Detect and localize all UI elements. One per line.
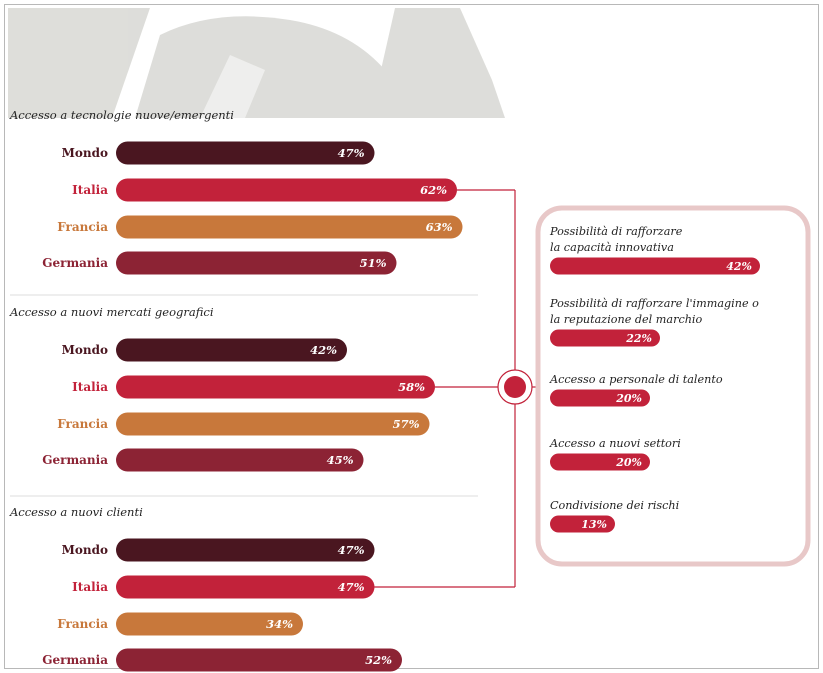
connector-dot [504,376,526,398]
side-item-label: Possibilità di rafforzare l'immagine o [549,297,759,310]
category-label: Germania [42,453,108,467]
side-item-label: la capacità innovativa [550,241,674,254]
side-item-label: Possibilità di rafforzare [549,225,683,238]
side-bar [550,515,615,533]
side-item-label: la reputazione del marchio [550,313,702,326]
bar-mondo [116,338,347,362]
category-label: Francia [57,417,108,431]
bar-italia [116,375,435,399]
side-data-label: 42% [726,260,752,273]
side-bar [550,329,660,347]
category-label: Italia [72,183,108,197]
bar-italia [116,178,457,202]
data-label: 52% [365,653,392,667]
data-label: 47% [338,146,365,160]
data-label: 51% [360,256,387,270]
category-label: Italia [72,380,108,394]
side-data-label: 22% [625,332,652,345]
watermark-right-arm [370,8,505,118]
data-label: 45% [327,453,354,467]
bar-italia [116,575,375,599]
bar-mondo [116,538,375,562]
side-item-label: Condivisione dei rischi [550,499,680,512]
category-label: Germania [42,256,108,270]
bar-mondo [116,141,375,165]
bar-francia [116,612,303,636]
data-label: 42% [310,343,337,357]
category-label: Mondo [62,543,108,557]
data-label: 63% [426,220,453,234]
bar-germania [116,448,364,472]
category-label: Mondo [62,343,108,357]
group-title: Accesso a nuovi clienti [9,505,143,519]
category-label: Francia [57,220,108,234]
category-label: Germania [42,653,108,667]
data-label: 62% [420,183,447,197]
side-panel-box [535,205,811,567]
bar-francia [116,412,430,436]
side-data-label: 20% [615,456,642,469]
data-label: 47% [338,580,365,594]
figure-frame [4,4,819,669]
side-bar [550,257,760,275]
watermark-hands [135,16,395,118]
data-label: 47% [338,543,365,557]
group-title: Accesso a tecnologie nuove/emergenti [9,108,234,122]
side-data-label: 13% [581,518,607,531]
watermark-left-arm [8,8,150,118]
side-bar [550,453,650,471]
category-label: Mondo [62,146,108,160]
side-data-label: 20% [615,392,642,405]
bar-germania [116,648,402,672]
category-label: Francia [57,617,108,631]
data-label: 57% [393,417,420,431]
bar-francia [116,215,463,239]
data-label: 58% [398,380,425,394]
side-item-label: Accesso a personale di talento [549,373,723,386]
handshake-watermark [8,8,505,118]
group-title: Accesso a nuovi mercati geografici [9,305,214,319]
bar-germania [116,251,397,275]
side-item-label: Accesso a nuovi settori [549,437,681,450]
watermark-finger-gap [200,55,265,118]
category-label: Italia [72,580,108,594]
data-label: 34% [266,617,293,631]
side-bar [550,389,650,407]
